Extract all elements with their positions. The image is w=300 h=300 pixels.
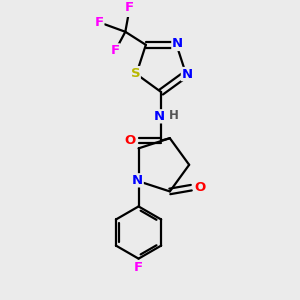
Text: F: F [134,262,143,275]
Text: O: O [125,134,136,147]
Text: F: F [124,1,134,14]
Text: N: N [154,110,165,123]
Text: S: S [130,67,140,80]
Text: F: F [95,16,104,29]
Text: F: F [110,44,120,57]
Text: N: N [172,38,183,50]
Text: N: N [182,68,193,80]
Text: N: N [132,174,143,187]
Text: O: O [194,181,205,194]
Text: H: H [169,109,179,122]
